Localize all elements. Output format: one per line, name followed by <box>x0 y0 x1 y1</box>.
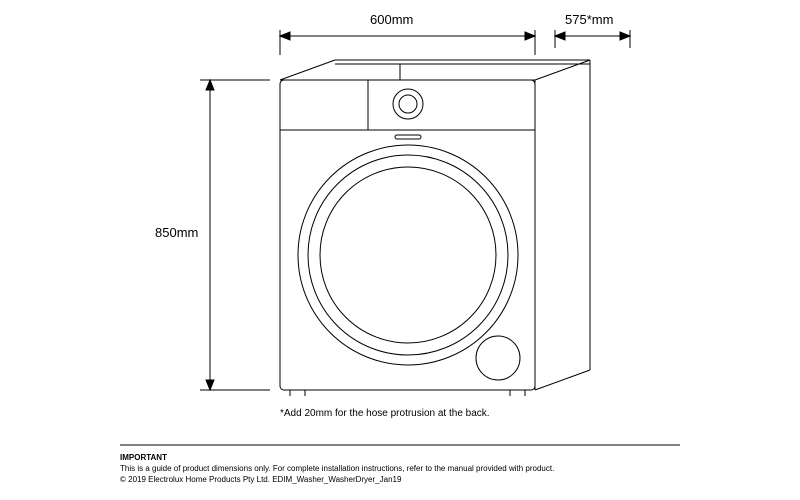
legal-line-2: © 2019 Electrolux Home Products Pty Ltd.… <box>120 474 680 485</box>
divider-line <box>0 0 800 500</box>
legal-heading: IMPORTANT <box>120 452 680 463</box>
legal-block: IMPORTANT This is a guide of product dim… <box>120 452 680 486</box>
legal-line-1: This is a guide of product dimensions on… <box>120 463 680 474</box>
diagram-canvas: 600mm 575*mm 850mm *Add 20mm for the hos… <box>0 0 800 500</box>
